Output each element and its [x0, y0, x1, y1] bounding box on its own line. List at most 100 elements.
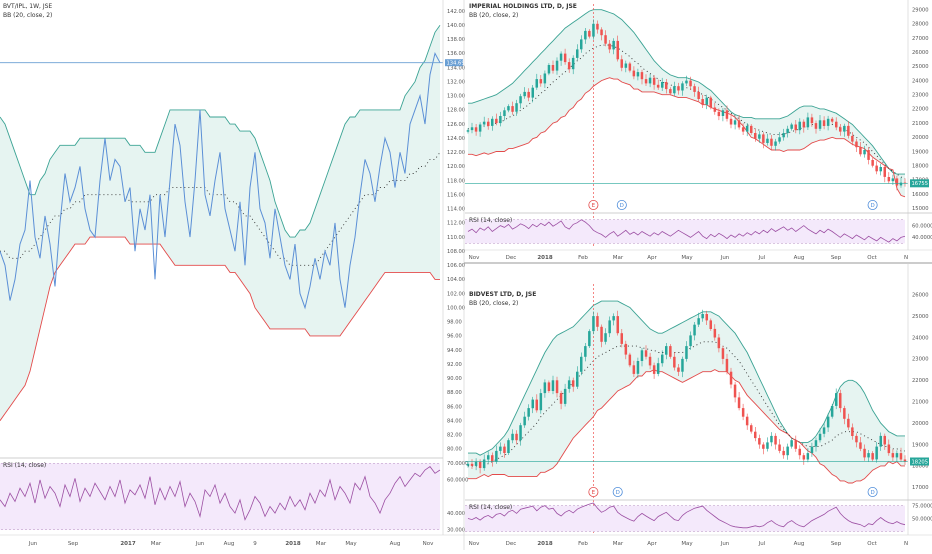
current-price-tag: 18205 — [910, 457, 929, 466]
candle — [608, 40, 611, 54]
time-tick-label: Mar — [151, 541, 162, 547]
candle — [559, 51, 563, 66]
candle — [818, 428, 822, 443]
price-tick-label: 21000 — [912, 400, 929, 406]
candle-body — [770, 138, 773, 146]
candle-body — [875, 446, 878, 460]
candle — [814, 120, 818, 134]
candle — [705, 94, 708, 110]
candle — [567, 58, 571, 73]
candle-body — [818, 120, 822, 129]
dividend-badge[interactable]: D — [867, 486, 878, 497]
candle-body — [863, 448, 866, 458]
price-tick-label: 112.00 — [447, 221, 465, 227]
candle — [871, 158, 874, 168]
time-tick-label: Mar — [316, 541, 327, 547]
candle — [478, 122, 482, 137]
candle — [725, 105, 729, 122]
candle-body — [745, 125, 749, 132]
candle — [482, 116, 486, 128]
candle — [644, 74, 648, 86]
indicator-label: BB (20, close, 2) — [469, 12, 518, 19]
dividend-badge[interactable]: D — [867, 199, 878, 210]
earnings-badge[interactable]: E — [588, 486, 599, 497]
candle — [754, 128, 757, 142]
earnings-badge[interactable]: E — [588, 199, 599, 210]
candle — [709, 95, 712, 110]
candle-body — [478, 461, 482, 468]
dividend-badge[interactable]: D — [612, 486, 623, 497]
bb-band-fill — [468, 9, 905, 197]
candle — [839, 124, 842, 136]
candle — [616, 310, 619, 336]
candle-body — [571, 57, 575, 70]
price-tick-label: 19000 — [912, 149, 929, 155]
dividend-badge[interactable]: D — [616, 199, 627, 210]
rsi-tick-label: 70.0000 — [447, 461, 468, 467]
rsi-band — [465, 219, 905, 244]
time-tick-label: Nov — [423, 541, 434, 547]
candle-body — [839, 127, 842, 132]
bb-lower-line — [468, 369, 905, 484]
candle-body — [628, 354, 632, 366]
candle-body — [774, 435, 777, 445]
candle — [733, 381, 737, 403]
candle-body — [750, 125, 753, 133]
price-tick-label: 106.00 — [447, 263, 465, 269]
candle-body — [766, 442, 769, 449]
price-series — [0, 52, 441, 310]
chart-title: BVT/IPL, 1W, JSE — [3, 3, 52, 10]
candle — [701, 309, 704, 322]
candle — [551, 60, 555, 74]
candle-body — [778, 444, 781, 451]
time-tick-label: 2017 — [120, 541, 135, 547]
candle-body — [741, 127, 745, 132]
candle-body — [790, 440, 793, 447]
candle — [867, 450, 870, 462]
rsi-panel — [465, 219, 906, 244]
candle-body — [863, 150, 866, 155]
badge-circle — [588, 486, 599, 497]
price-tick-label: 15000 — [912, 206, 929, 212]
candle-body — [758, 134, 761, 139]
rsi-tick-label: 60.0000 — [912, 223, 932, 229]
candle — [470, 459, 474, 469]
candle — [596, 20, 599, 34]
rsi-band — [465, 505, 905, 532]
candle-body — [523, 91, 526, 97]
price-tick-label: 23000 — [912, 357, 929, 363]
candle-body — [628, 63, 632, 71]
candle — [717, 108, 721, 121]
chart-title: IMPERIAL HOLDINGS LTD, D, JSE — [469, 3, 577, 10]
candle — [547, 380, 551, 393]
candle-body — [527, 91, 530, 98]
chart-imperial-holdings[interactable]: IMPERIAL HOLDINGS LTD, D, JSE BB (20, cl… — [463, 0, 932, 550]
candle-body — [798, 448, 801, 456]
time-tick-label: Nov — [469, 255, 480, 261]
rsi-label: RSI (14, close) — [3, 462, 46, 469]
candle-body — [717, 337, 721, 349]
bb-band-fill — [468, 301, 905, 483]
chart-bidvest[interactable]: BIDVEST LTD, D, JSE BB (20, close, 2) 26… — [465, 263, 932, 547]
candle-body — [543, 73, 547, 84]
candle — [584, 28, 587, 44]
candle — [669, 87, 672, 96]
badge-circle — [588, 199, 599, 210]
price-tick-label: 142.00 — [447, 9, 465, 15]
candle — [632, 66, 636, 80]
candle-body — [588, 30, 591, 37]
candle-body — [794, 124, 797, 131]
candle-body — [709, 320, 712, 329]
candle — [818, 115, 822, 131]
candle-body — [851, 135, 854, 142]
candle — [693, 83, 696, 97]
candle-body — [826, 118, 830, 126]
candle-body — [487, 121, 490, 126]
candle — [851, 423, 854, 440]
candle-body — [855, 141, 858, 148]
price-axis: 142.00 140.00 138.00 136.00 134.00 132.00 130.… — [447, 9, 465, 453]
candle-body — [879, 435, 882, 447]
